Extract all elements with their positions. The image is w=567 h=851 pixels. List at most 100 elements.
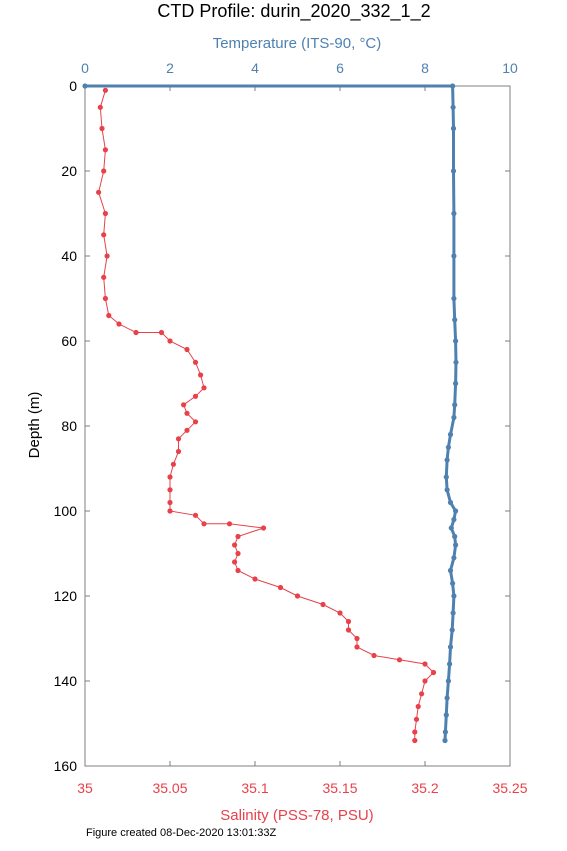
bottom-axis-label: Salinity (PSS-78, PSU): [220, 807, 373, 824]
salinity-point: [235, 533, 241, 540]
salinity-point: [96, 189, 102, 195]
temperature-point: [452, 317, 458, 323]
salinity-point: [422, 678, 428, 684]
salinity-point: [430, 669, 437, 676]
temperature-point: [450, 104, 456, 110]
temperature-point: [449, 627, 455, 633]
temperature-point: [451, 295, 457, 302]
temperature-point: [445, 678, 451, 684]
y-axis-label: Depth (m): [26, 392, 43, 459]
salinity-point: [371, 652, 377, 659]
y-tick-label: 140: [54, 673, 78, 689]
temperature-line: [85, 84, 458, 741]
y-tick-label: 100: [54, 503, 78, 519]
salinity-point: [232, 559, 238, 565]
salinity-point: [192, 512, 199, 518]
y-tick-label: 60: [61, 333, 77, 349]
salinity-point: [184, 427, 190, 433]
salinity-point: [345, 627, 352, 633]
y-tick-label: 0: [69, 78, 77, 94]
y-tick-label: 160: [54, 758, 78, 774]
salinity-point: [192, 359, 199, 365]
salinity-point: [102, 147, 108, 153]
temperature-point: [444, 457, 450, 463]
y-tick-label: 120: [54, 588, 78, 604]
temperature-point: [444, 695, 450, 701]
temperature-point: [451, 516, 457, 523]
temperature-point: [447, 567, 454, 574]
salinity-point: [102, 87, 108, 93]
salinity-point: [415, 703, 421, 710]
salinity-point: [184, 346, 190, 353]
salinity-point: [101, 168, 107, 174]
salinity-point: [422, 661, 428, 667]
temperature-point: [443, 474, 449, 480]
temperature-point: [452, 402, 458, 408]
salinity-point: [104, 253, 110, 259]
bottom-tick-label: 35: [77, 780, 93, 796]
salinity-point: [167, 508, 173, 514]
temperature-point: [443, 712, 449, 718]
salinity-point: [260, 525, 267, 531]
temperature-point: [444, 487, 450, 493]
salinity-point: [184, 410, 190, 416]
salinity-point: [167, 474, 173, 480]
salinity-point: [192, 419, 199, 425]
salinity-point: [235, 567, 241, 574]
salinity-point: [116, 321, 122, 327]
salinity-point: [167, 338, 173, 344]
temperature-point: [442, 737, 448, 744]
temperature-point: [447, 661, 453, 667]
salinity-point: [354, 635, 360, 642]
salinity-point: [99, 125, 105, 132]
temperature-point: [450, 125, 457, 132]
salinity-point: [181, 402, 187, 408]
temperature-point: [453, 338, 459, 344]
bottom-tick-label: 35.25: [492, 780, 527, 796]
temperature-point: [453, 508, 459, 514]
top-tick-label: 6: [336, 60, 344, 76]
temperature-point: [448, 525, 454, 531]
temperature-point: [451, 414, 457, 421]
salinity-point: [102, 210, 108, 217]
temperature-point: [447, 431, 454, 438]
temperature-point: [453, 542, 459, 548]
salinity-point: [198, 372, 204, 378]
temperature-point: [447, 499, 454, 506]
salinity-point: [345, 618, 352, 625]
temperature-point: [453, 359, 459, 365]
salinity-point: [175, 448, 182, 455]
bottom-tick-label: 35.15: [322, 780, 357, 796]
salinity-point: [201, 385, 207, 391]
chart-title: CTD Profile: durin_2020_332_1_2: [157, 1, 430, 22]
temperature-point: [442, 729, 448, 735]
temperature-point: [450, 610, 456, 616]
salinity-point: [101, 274, 107, 280]
bottom-tick-label: 35.05: [152, 780, 187, 796]
salinity-point: [412, 737, 418, 744]
temperature-point: [450, 580, 456, 586]
temperature-point: [451, 210, 457, 217]
salinity-point: [226, 521, 233, 527]
bottom-tick-label: 35.2: [411, 780, 438, 796]
temperature-point: [82, 83, 88, 89]
temperature-point: [453, 380, 459, 387]
salinity-point: [354, 644, 360, 650]
salinity-line: [98, 90, 435, 741]
salinity-point: [167, 487, 173, 493]
temperature-point: [445, 444, 451, 450]
y-tick-label: 40: [61, 248, 77, 264]
salinity-point: [170, 461, 176, 467]
salinity-point: [175, 436, 182, 442]
salinity-point: [167, 499, 173, 506]
temperature-point: [450, 83, 456, 89]
y-tick-label: 20: [61, 163, 77, 179]
temperature-point: [452, 533, 458, 540]
bottom-tick-label: 35.1: [241, 780, 268, 796]
temperature-point: [447, 644, 454, 650]
salinity-point: [102, 295, 108, 302]
salinity-point: [396, 657, 403, 663]
salinity-point: [192, 393, 199, 399]
salinity-point: [419, 691, 425, 697]
